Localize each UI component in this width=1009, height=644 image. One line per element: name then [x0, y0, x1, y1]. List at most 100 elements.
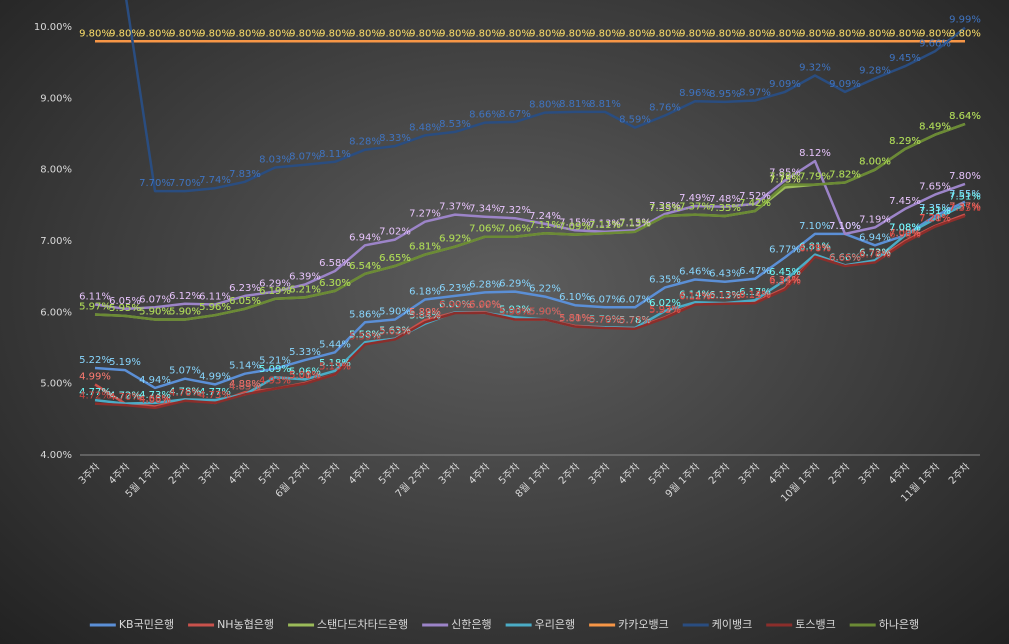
data-label: 6.70%	[859, 249, 891, 260]
data-label: 6.22%	[529, 284, 561, 295]
data-label: 9.80%	[829, 28, 861, 39]
data-label: 8.12%	[799, 148, 831, 159]
data-label: 9.80%	[919, 28, 951, 39]
data-label: 8.76%	[649, 102, 681, 113]
data-label: 7.11%	[529, 220, 561, 231]
data-label: 5.78%	[619, 315, 651, 326]
data-label: 4.72%	[79, 391, 111, 402]
data-label: 6.00%	[439, 299, 471, 310]
data-label: 5.90%	[379, 306, 411, 317]
data-label: 7.08%	[889, 222, 921, 233]
data-label: 5.77%	[619, 316, 651, 327]
data-label: 6.18%	[409, 286, 441, 297]
data-label: 6.02%	[649, 298, 681, 309]
data-label: 7.06%	[469, 224, 501, 235]
data-label: 5.90%	[499, 306, 531, 317]
data-label: 5.58%	[349, 329, 381, 340]
data-label: 9.80%	[949, 28, 981, 39]
data-label: 7.37%	[679, 202, 711, 213]
data-label: 7.06%	[499, 224, 531, 235]
data-label: 4.68%	[139, 393, 171, 404]
data-label: 9.80%	[379, 28, 411, 39]
data-label: 7.79%	[799, 172, 831, 183]
data-label: 6.94%	[859, 232, 891, 243]
x-tick-label: 4주차	[886, 461, 912, 487]
data-label: 5.06%	[289, 366, 321, 377]
data-label: 5.07%	[169, 366, 201, 377]
data-label: 7.20%	[919, 214, 951, 225]
x-tick-label: 2주차	[706, 461, 732, 487]
data-label: 4.70%	[109, 392, 141, 403]
data-label: 6.12%	[169, 291, 201, 302]
data-label: 4.88%	[229, 379, 261, 390]
data-label: 6.94%	[349, 232, 381, 243]
data-label: 8.00%	[859, 157, 891, 168]
legend-label: KB국민은행	[119, 618, 174, 631]
data-label: 6.66%	[829, 252, 861, 263]
data-label: 4.94%	[139, 375, 171, 386]
data-label: 9.80%	[109, 28, 141, 39]
data-label: 9.80%	[619, 28, 651, 39]
data-label: 5.22%	[79, 355, 111, 366]
y-tick-label: 8.00%	[40, 165, 72, 176]
legend-label: 하나은행	[879, 617, 919, 631]
data-label: 7.35%	[649, 203, 681, 214]
x-tick-label: 4주차	[466, 461, 492, 487]
data-label: 7.10%	[829, 221, 861, 232]
data-label: 7.65%	[919, 182, 951, 193]
data-label: 7.15%	[619, 217, 651, 228]
data-label: 7.11%	[529, 220, 561, 231]
data-label: 6.34%	[769, 275, 801, 286]
data-label: 8.03%	[259, 155, 291, 166]
data-label: 6.07%	[589, 294, 621, 305]
data-label: 7.27%	[409, 209, 441, 220]
legend-label: 스탠다드차타드은행	[317, 618, 408, 631]
data-label: 7.35%	[919, 203, 951, 214]
series-line	[125, 0, 966, 193]
data-label: 9.80%	[589, 28, 621, 39]
x-tick-label: 3주차	[76, 461, 102, 487]
data-label: 7.35%	[649, 203, 681, 214]
data-label: 4.93%	[259, 376, 291, 387]
data-label: 6.43%	[709, 269, 741, 280]
data-label: 5.84%	[409, 311, 441, 322]
data-label: 9.80%	[889, 28, 921, 39]
data-label: 8.07%	[289, 152, 321, 163]
data-label: 6.13%	[739, 290, 771, 301]
data-label: 8.29%	[889, 136, 921, 147]
x-tick-label: 2주차	[166, 461, 192, 487]
data-label: 4.77%	[79, 387, 111, 398]
data-label: 8.00%	[859, 157, 891, 168]
data-label: 5.89%	[409, 307, 441, 318]
legend-label: 토스뱅크	[795, 618, 835, 631]
data-label: 4.72%	[109, 391, 141, 402]
data-label: 8.97%	[739, 87, 771, 98]
data-label: 9.80%	[259, 28, 291, 39]
series-line	[94, 200, 966, 390]
data-label: 7.83%	[229, 169, 261, 180]
data-label: 6.21%	[289, 284, 321, 295]
data-label: 7.35%	[709, 203, 741, 214]
series-line	[94, 159, 966, 311]
data-label: 5.95%	[109, 303, 141, 314]
data-label: 7.34%	[469, 204, 501, 215]
data-label: 8.28%	[349, 137, 381, 148]
data-label: 5.90%	[139, 306, 171, 317]
data-label: 9.80%	[649, 28, 681, 39]
data-label: 6.78%	[799, 244, 831, 255]
x-tick-label: 4주차	[616, 461, 642, 487]
data-label: 6.45%	[769, 267, 801, 278]
series-line	[94, 214, 966, 410]
data-label: 5.90%	[169, 306, 201, 317]
data-label: 6.05%	[109, 296, 141, 307]
data-label: 7.00%	[889, 228, 921, 239]
data-label: 7.79%	[799, 172, 831, 183]
x-tick-label: 3주차	[196, 461, 222, 487]
x-tick-label: 5주차	[376, 461, 402, 487]
data-label: 6.10%	[559, 292, 591, 303]
legend-label: NH농협은행	[217, 618, 274, 631]
data-label: 5.90%	[139, 306, 171, 317]
y-tick-label: 9.00%	[40, 93, 72, 104]
